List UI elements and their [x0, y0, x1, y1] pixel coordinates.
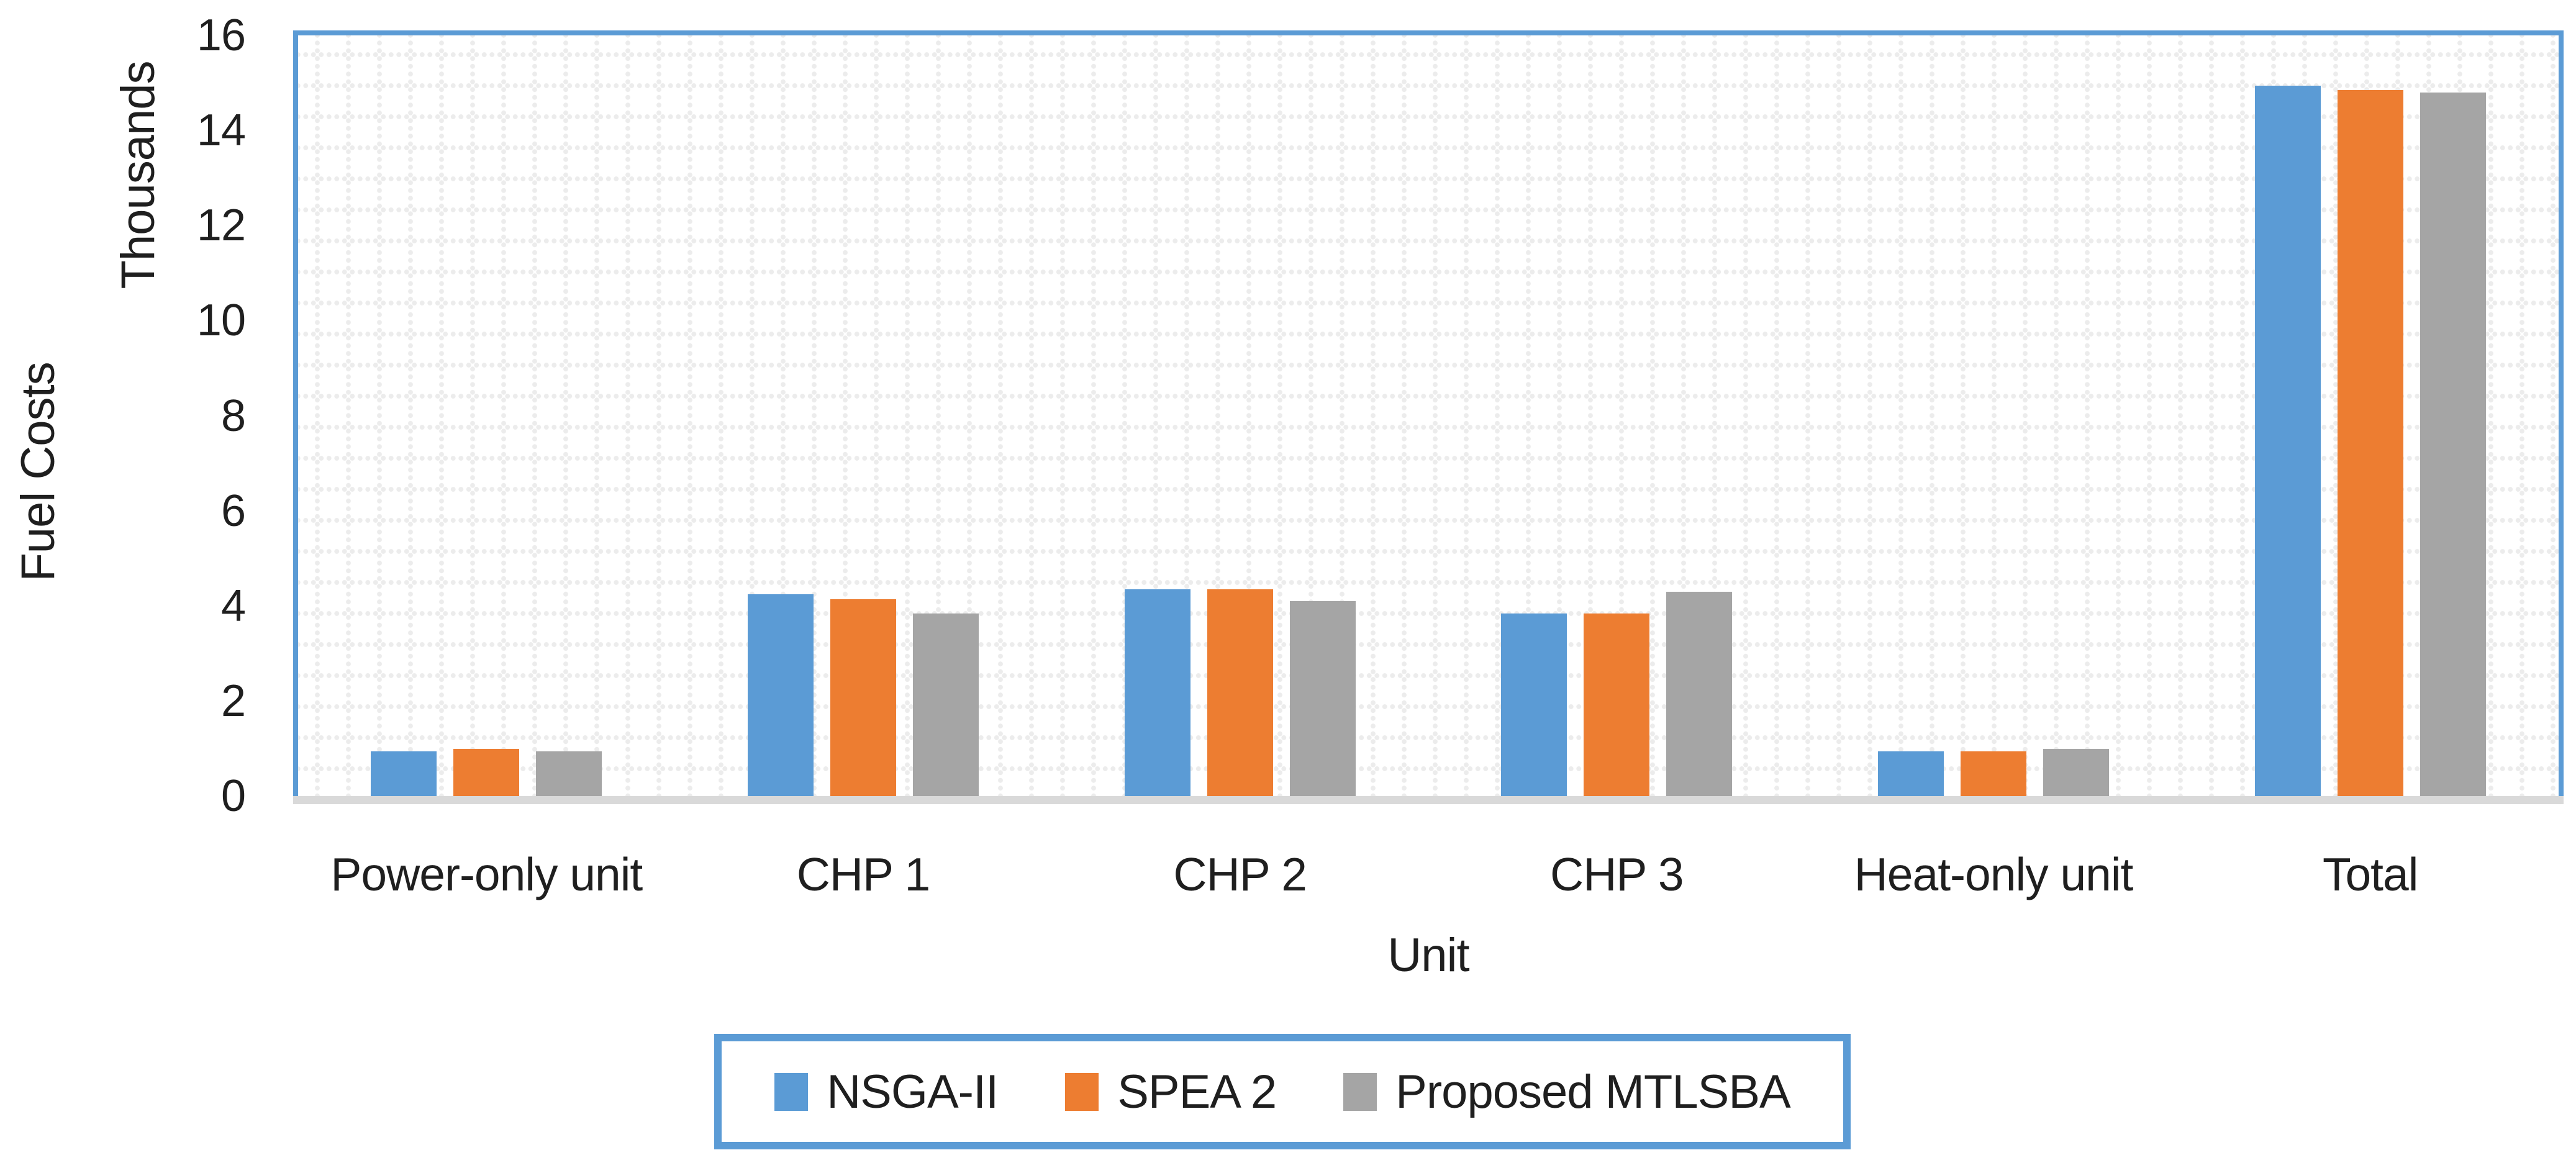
- x-label-total: Total: [2322, 848, 2418, 900]
- bar-proposed-mtlsba-total: [2420, 93, 2486, 801]
- plot-area: [293, 30, 2564, 801]
- legend-swatch-icon: [1065, 1072, 1099, 1111]
- y-tick-12: 12: [196, 201, 246, 251]
- legend: NSGA-II SPEA 2 Proposed MTLSBA: [714, 1034, 1851, 1149]
- x-label-power-only-unit: Power-only unit: [330, 848, 643, 900]
- x-label-chp-2: CHP 2: [1173, 848, 1307, 900]
- bar-nsga-ii-chp-3: [1501, 613, 1567, 801]
- y-tick-14: 14: [196, 106, 246, 156]
- y-tick-0: 0: [220, 771, 246, 821]
- x-label-heat-only-unit: Heat-only unit: [1854, 848, 2134, 900]
- y-axis-units-label: Thousands: [112, 61, 165, 289]
- x-axis-title: Unit: [1387, 929, 1469, 982]
- y-axis-title: Fuel Costs: [12, 362, 65, 582]
- legend-item-nsga-ii: NSGA-II: [774, 1065, 999, 1119]
- bar-proposed-mtlsba-chp-1: [913, 613, 979, 801]
- x-label-chp-1: CHP 1: [796, 848, 931, 900]
- y-tick-10: 10: [196, 296, 246, 346]
- bar-spea-2-heat-only-unit: [1961, 751, 2026, 801]
- y-tick-2: 2: [220, 676, 246, 726]
- legend-label: SPEA 2: [1117, 1065, 1277, 1118]
- bar-nsga-ii-power-only-unit: [371, 751, 437, 801]
- bar-proposed-mtlsba-heat-only-unit: [2043, 748, 2109, 801]
- y-tick-6: 6: [220, 486, 246, 536]
- legend-swatch-icon: [774, 1072, 809, 1111]
- bar-proposed-mtlsba-power-only-unit: [536, 751, 602, 801]
- bar-nsga-ii-heat-only-unit: [1878, 751, 1944, 801]
- bar-proposed-mtlsba-chp-2: [1289, 601, 1356, 801]
- bar-nsga-ii-chp-2: [1124, 589, 1190, 801]
- bar-spea-2-chp-3: [1584, 613, 1650, 801]
- y-tick-8: 8: [220, 391, 246, 441]
- legend-label: Proposed MTLSBA: [1395, 1065, 1791, 1118]
- y-tick-16: 16: [196, 11, 246, 60]
- bar-spea-2-chp-1: [830, 599, 896, 801]
- bar-nsga-ii-total: [2254, 85, 2321, 801]
- bar-spea-2-total: [2337, 90, 2403, 801]
- bar-spea-2-chp-2: [1207, 589, 1273, 801]
- bar-proposed-mtlsba-chp-3: [1666, 592, 1733, 801]
- legend-item-spea-2: SPEA 2: [1065, 1065, 1277, 1119]
- x-axis-line: [293, 796, 2564, 804]
- bar-nsga-ii-chp-1: [748, 594, 814, 801]
- y-tick-4: 4: [220, 581, 246, 631]
- x-label-chp-3: CHP 3: [1550, 848, 1684, 900]
- legend-label: NSGA-II: [827, 1065, 999, 1118]
- bar-spea-2-power-only-unit: [453, 748, 520, 801]
- legend-item-proposed-mtlsba: Proposed MTLSBA: [1343, 1065, 1791, 1119]
- legend-swatch-icon: [1343, 1072, 1377, 1111]
